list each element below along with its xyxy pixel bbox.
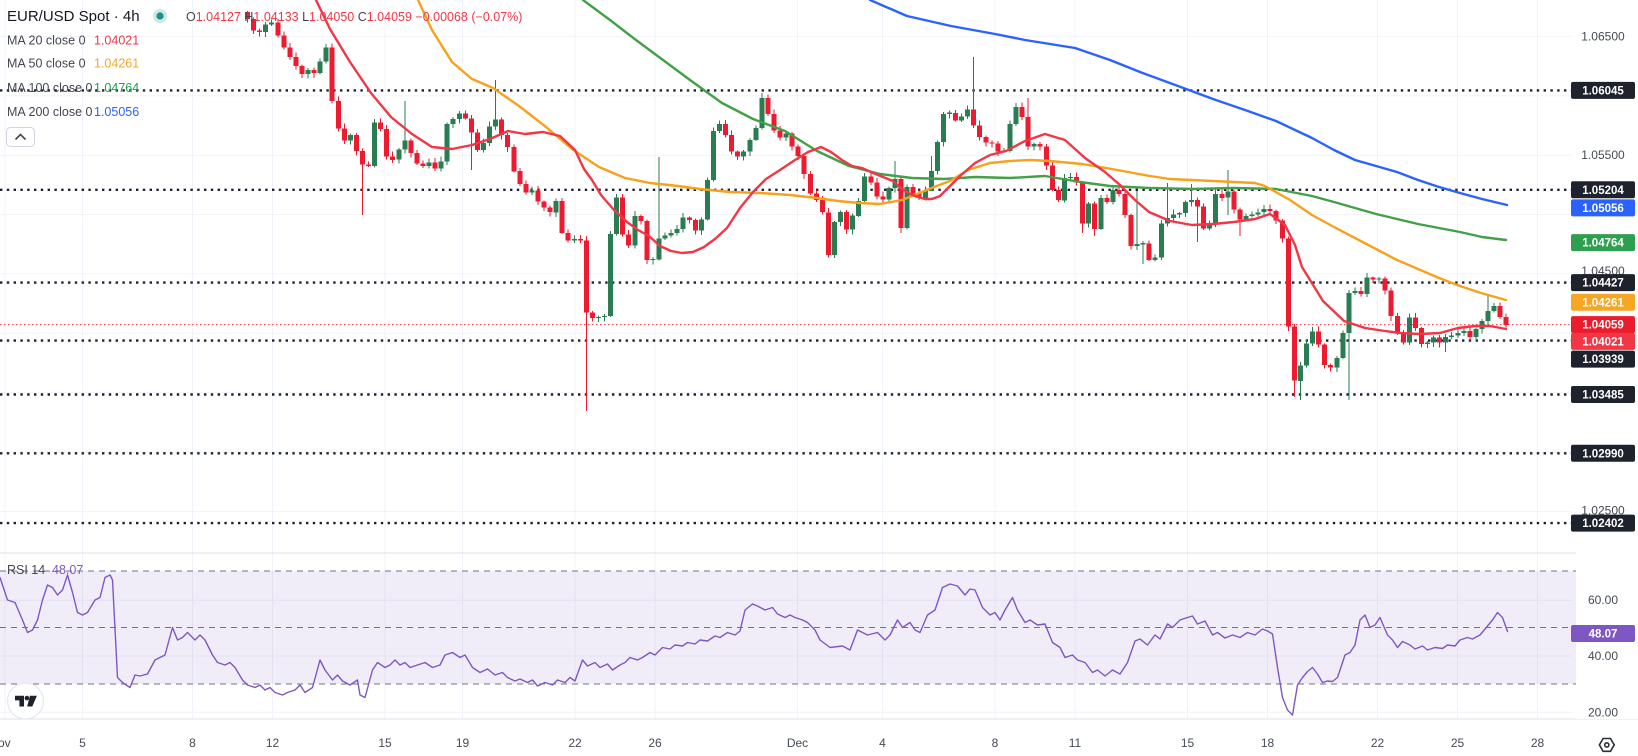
svg-text:1.02500: 1.02500 bbox=[1581, 504, 1625, 518]
svg-text:1.05056: 1.05056 bbox=[1582, 203, 1624, 215]
svg-text:20.00: 20.00 bbox=[1588, 705, 1618, 719]
svg-text:48.07: 48.07 bbox=[1589, 629, 1618, 641]
svg-text:1.02402: 1.02402 bbox=[1582, 518, 1624, 530]
svg-text:1.04261: 1.04261 bbox=[1582, 297, 1624, 309]
svg-text:11: 11 bbox=[1069, 736, 1082, 750]
svg-text:1.04261: 1.04261 bbox=[94, 57, 139, 71]
svg-text:1.05500: 1.05500 bbox=[1581, 148, 1625, 162]
svg-text:O1.04127 H1.04133 L1.04050 C1.: O1.04127 H1.04133 L1.04050 C1.04059 −0.0… bbox=[186, 10, 522, 24]
svg-text:1.04059: 1.04059 bbox=[1582, 320, 1624, 332]
svg-text:1.02990: 1.02990 bbox=[1582, 448, 1624, 460]
svg-text:1.03939: 1.03939 bbox=[1582, 354, 1624, 366]
svg-text:5: 5 bbox=[79, 736, 86, 750]
svg-text:1.05204: 1.05204 bbox=[1582, 185, 1624, 197]
svg-text:MA 20 close 0: MA 20 close 0 bbox=[7, 34, 86, 48]
svg-text:60.00: 60.00 bbox=[1588, 593, 1618, 607]
svg-text:1.04021: 1.04021 bbox=[1582, 336, 1624, 348]
svg-text:15: 15 bbox=[1181, 736, 1195, 750]
svg-text:EUR/USD Spot · 4h: EUR/USD Spot · 4h bbox=[7, 8, 140, 25]
svg-text:48.07: 48.07 bbox=[52, 563, 83, 577]
svg-text:1.06500: 1.06500 bbox=[1581, 29, 1625, 43]
svg-text:8: 8 bbox=[189, 736, 196, 750]
svg-text:1.04427: 1.04427 bbox=[1582, 278, 1624, 290]
svg-text:12: 12 bbox=[266, 736, 280, 750]
svg-text:1.04764: 1.04764 bbox=[94, 81, 139, 95]
svg-text:1.04021: 1.04021 bbox=[94, 34, 139, 48]
svg-text:1.06045: 1.06045 bbox=[1582, 85, 1624, 97]
svg-text:28: 28 bbox=[1531, 736, 1545, 750]
svg-text:1.05056: 1.05056 bbox=[94, 105, 139, 119]
svg-text:MA 200 close 0: MA 200 close 0 bbox=[7, 105, 93, 119]
svg-text:15: 15 bbox=[378, 736, 392, 750]
svg-text:18: 18 bbox=[1261, 736, 1275, 750]
svg-text:MA 50 close 0: MA 50 close 0 bbox=[7, 57, 86, 71]
svg-text:RSI 14: RSI 14 bbox=[7, 563, 45, 577]
svg-text:1.03485: 1.03485 bbox=[1582, 390, 1624, 402]
svg-text:40.00: 40.00 bbox=[1588, 649, 1618, 663]
svg-text:25: 25 bbox=[1451, 736, 1465, 750]
svg-text:19: 19 bbox=[456, 736, 470, 750]
svg-text:22: 22 bbox=[1371, 736, 1385, 750]
svg-text:1.04764: 1.04764 bbox=[1582, 238, 1624, 250]
svg-text:Dec: Dec bbox=[787, 736, 808, 750]
svg-text:8: 8 bbox=[992, 736, 999, 750]
svg-text:22: 22 bbox=[568, 736, 582, 750]
svg-text:26: 26 bbox=[648, 736, 662, 750]
svg-text:Nov: Nov bbox=[0, 736, 11, 750]
svg-text:MA 100 close 0: MA 100 close 0 bbox=[7, 81, 93, 95]
svg-text:4: 4 bbox=[879, 736, 886, 750]
